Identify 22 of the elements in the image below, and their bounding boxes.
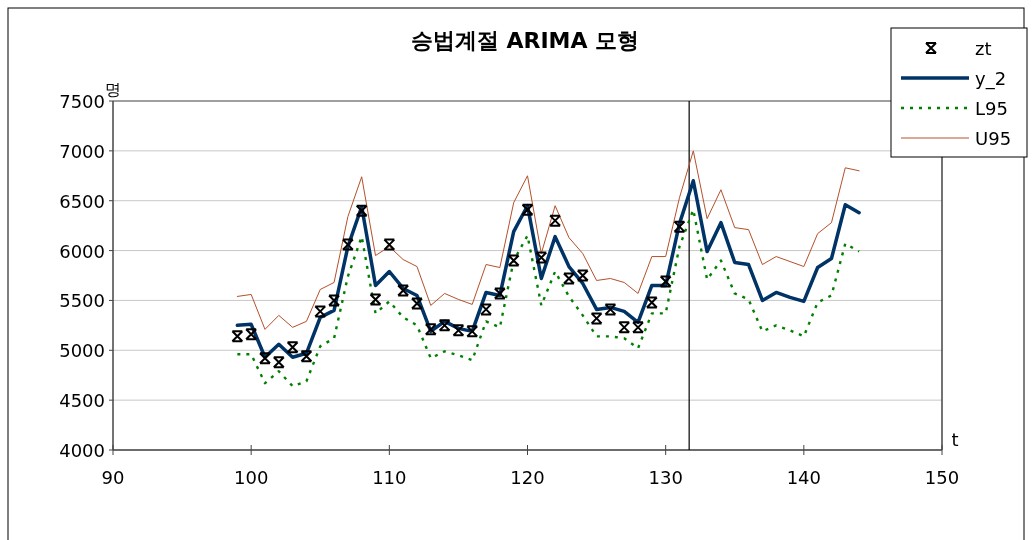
- x-axis-title: t: [951, 429, 959, 450]
- chart-title: 승법계절 ARIMA 모형: [410, 28, 640, 53]
- y-tick-label: 6000: [59, 240, 105, 262]
- x-tick-label: 130: [648, 467, 683, 488]
- legend-label: U95: [975, 128, 1012, 149]
- y-tick-label: 6500: [59, 190, 105, 212]
- y-tick-label: 4000: [59, 440, 105, 461]
- y-tick-label: 5000: [59, 340, 105, 362]
- legend-label: zt: [975, 38, 992, 59]
- y-tick-label: 7500: [59, 91, 105, 112]
- x-tick-label: 90: [101, 467, 125, 488]
- x-tick-label: 150: [924, 467, 960, 488]
- y-tick-label: 4500: [59, 390, 105, 412]
- y-tick-label: 5500: [59, 290, 105, 312]
- x-tick-label: 120: [510, 467, 545, 488]
- legend-label: y_2: [975, 68, 1007, 90]
- x-tick-label: 100: [233, 467, 269, 488]
- x-tick-label: 140: [786, 467, 822, 488]
- x-tick-label: 110: [372, 467, 407, 488]
- y-tick-label: 7000: [59, 140, 105, 162]
- legend-label: L95: [975, 98, 1008, 119]
- y-axis-title: 명: [105, 80, 121, 99]
